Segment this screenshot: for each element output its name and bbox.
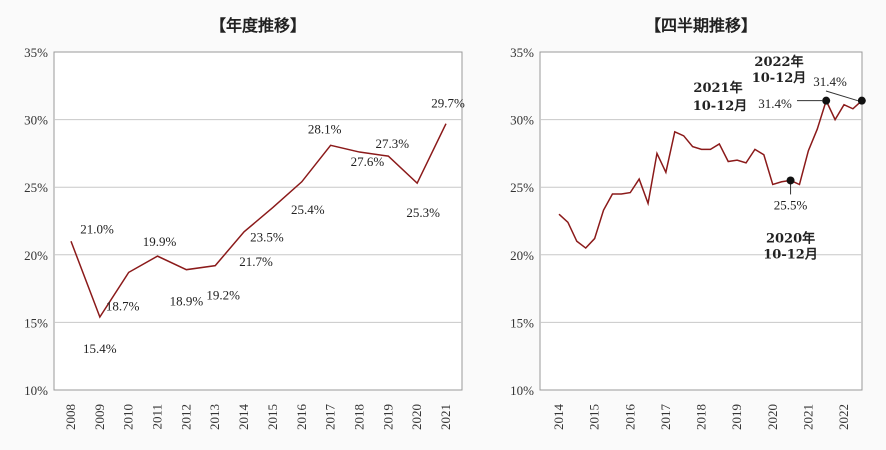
data-label: 18.9% [170, 294, 204, 309]
y-tick-label: 20% [24, 248, 48, 263]
data-label: 15.4% [83, 341, 117, 356]
annotation-leader [825, 90, 858, 102]
x-tick-label: 2017 [323, 404, 338, 431]
data-label: 19.9% [143, 234, 177, 249]
data-label: 28.1% [308, 121, 342, 136]
x-tick-label: 2015 [587, 404, 602, 430]
annotation-marker [786, 176, 795, 185]
x-tick-label: 2020 [765, 404, 780, 430]
data-label: 25.4% [291, 202, 325, 217]
x-tick-label: 2020 [409, 404, 424, 430]
data-label: 25.3% [406, 205, 440, 220]
chart-2: 【四半期推移】 10% 15% 20% 25% 30% 35% 2014 2015 2016 201… [510, 16, 866, 430]
annotation-marker [857, 96, 866, 105]
y-tick-label: 10% [510, 383, 534, 398]
y-tick-label: 35% [510, 45, 534, 60]
annotation-value: 31.4% [758, 96, 792, 111]
y-tick-label: 15% [24, 315, 48, 330]
y-tick-label: 20% [510, 248, 534, 263]
y-tick-label: 10% [24, 383, 48, 398]
data-label: 23.5% [250, 229, 284, 244]
x-tick-label: 2018 [351, 404, 366, 430]
x-tick-label: 2018 [694, 404, 709, 430]
x-tick-label: 2011 [150, 404, 165, 430]
x-tick-label: 2019 [729, 404, 744, 430]
series-line [70, 123, 447, 319]
data-label: 29.7% [431, 96, 465, 111]
x-tick-label: 2016 [294, 404, 309, 431]
y-tick-label: 30% [24, 113, 48, 128]
x-tick-label: 2019 [380, 404, 395, 430]
annotation-label: 10-12月 [693, 99, 748, 114]
data-label: 18.7% [106, 298, 140, 313]
data-label: 21.0% [80, 221, 114, 236]
x-tick-label: 2008 [63, 404, 78, 430]
x-tick-label: 2022 [836, 404, 851, 430]
data-label: 27.3% [376, 136, 410, 151]
annotation-marker [822, 96, 831, 105]
y-tick-label: 15% [510, 315, 534, 330]
x-tick-label: 2016 [622, 404, 637, 431]
chart-title: 【年度推移】 [210, 16, 306, 35]
x-tick-label: 2015 [265, 404, 280, 430]
x-tick-label: 2021 [800, 404, 815, 430]
chart-title: 【四半期推移】 [645, 16, 757, 35]
annotation-label: 10-12月 [763, 247, 818, 262]
y-tick-label: 25% [24, 180, 48, 195]
x-tick-label: 2012 [178, 404, 193, 430]
plot-area [539, 51, 863, 391]
x-tick-label: 2017 [658, 404, 673, 431]
x-tick-label: 2009 [92, 404, 107, 430]
x-tick-label: 2021 [438, 404, 453, 430]
series-line [558, 98, 863, 250]
data-label: 27.6% [351, 154, 385, 169]
annotation-value: 25.5% [774, 197, 808, 212]
chart-1: 【年度推移】 10% 15% 20% 25% 30% 35% 2008 2009 2010 2011… [24, 16, 465, 430]
data-label: 19.2% [206, 288, 240, 303]
annotation-label: 2020年 [766, 230, 815, 246]
annotation-value: 31.4% [813, 74, 847, 89]
x-tick-label: 2014 [236, 404, 251, 431]
annotation-label: 2022年 [754, 54, 803, 70]
y-tick-label: 25% [510, 180, 534, 195]
y-tick-label: 35% [24, 45, 48, 60]
annotation-label: 10-12月 [752, 71, 807, 86]
y-tick-label: 30% [510, 113, 534, 128]
data-label: 21.7% [239, 254, 273, 269]
x-tick-label: 2013 [207, 404, 222, 430]
x-tick-label: 2010 [121, 404, 136, 430]
annotation-label: 2021年 [693, 80, 742, 96]
x-tick-label: 2014 [551, 404, 566, 431]
